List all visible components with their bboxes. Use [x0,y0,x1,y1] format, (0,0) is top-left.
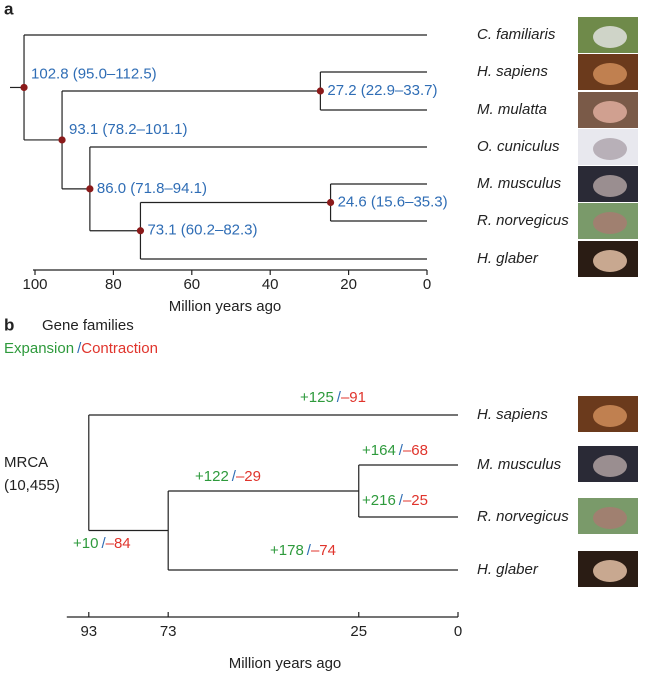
loss: –68 [403,442,428,459]
node-label: 86.0 (71.8–94.1) [97,180,207,197]
photo-subject [593,26,627,48]
photo-subject [593,455,627,477]
branch-label: +10/–84 [73,535,131,552]
panel-label: b [4,315,14,334]
gain: +125 [300,389,334,406]
node-dot [20,84,27,91]
branch-label: +125/–91 [300,389,366,406]
node-label: 27.2 (22.9–33.7) [327,82,437,99]
panel-title: Gene families [42,317,134,334]
branch-label: +178/–74 [270,542,336,559]
node-label: 93.1 (78.2–101.1) [69,121,187,138]
taxon: M. musculus [477,175,562,192]
taxon: H. sapiens [477,63,548,80]
photo [578,498,638,534]
taxon: M. musculus [477,456,562,473]
tick-label: 93 [80,623,97,640]
tick-label: 0 [423,276,431,293]
gain: +178 [270,542,304,559]
photo [578,54,638,90]
photo-subject [593,560,627,582]
panel-label: a [4,0,14,18]
node-dot [327,199,334,206]
figure: a b Gene families Expansion/Contraction … [0,0,659,677]
tick-label: 60 [183,276,200,293]
photo [578,92,638,128]
photo [578,396,638,432]
photo [578,241,638,277]
axis-title: Million years ago [229,655,342,672]
photo [578,551,638,587]
legend-contraction: Contraction [81,340,158,357]
branch-label: +164/–68 [362,442,428,459]
loss: –29 [236,468,261,485]
tick-label: 40 [262,276,279,293]
node-dot [137,227,144,234]
gain: +216 [362,492,396,509]
gain: +10 [73,535,98,552]
loss: –84 [106,535,131,552]
node-label: 102.8 (95.0–112.5) [31,65,157,82]
gain: +122 [195,468,229,485]
photo-subject [593,63,627,85]
photo [578,166,638,202]
photo-subject [593,250,627,272]
tick-label: 73 [160,623,177,640]
photo-subject [593,138,627,160]
photo-subject [593,507,627,529]
tick-label: 0 [454,623,462,640]
axis-title: Million years ago [169,298,282,315]
node-label: 73.1 (60.2–82.3) [147,222,257,239]
photo [578,446,638,482]
photo-subject [593,405,627,427]
photo [578,203,638,239]
branch-label: +122/–29 [195,468,261,485]
photo [578,17,638,53]
loss: –25 [403,492,428,509]
node-dot [58,136,65,143]
node-label: 24.6 (15.6–35.3) [338,193,448,210]
loss: –91 [341,389,366,406]
legend: Expansion/Contraction [4,340,158,357]
gain: +164 [362,442,396,459]
taxon: H. sapiens [477,406,548,423]
root-count: (10,455) [4,477,60,494]
branch-label: +216/–25 [362,492,428,509]
taxon: R. norvegicus [477,508,569,525]
tick-label: 100 [22,276,47,293]
tick-label: 20 [340,276,357,293]
taxon: H. glaber [477,561,539,578]
photo-subject [593,175,627,197]
tick-label: 25 [350,623,367,640]
taxon: H. glaber [477,250,539,267]
tick-label: 80 [105,276,122,293]
photo-subject [593,212,627,234]
photo [578,129,638,165]
node-dot [86,185,93,192]
legend-expansion: Expansion [4,340,74,357]
node-dot [317,87,324,94]
photo-subject [593,101,627,123]
taxon: M. mulatta [477,101,547,118]
taxon: C. familiaris [477,26,556,43]
root-label: MRCA [4,454,48,471]
taxon: O. cuniculus [477,138,560,155]
taxon: R. norvegicus [477,212,569,229]
loss: –74 [311,542,336,559]
